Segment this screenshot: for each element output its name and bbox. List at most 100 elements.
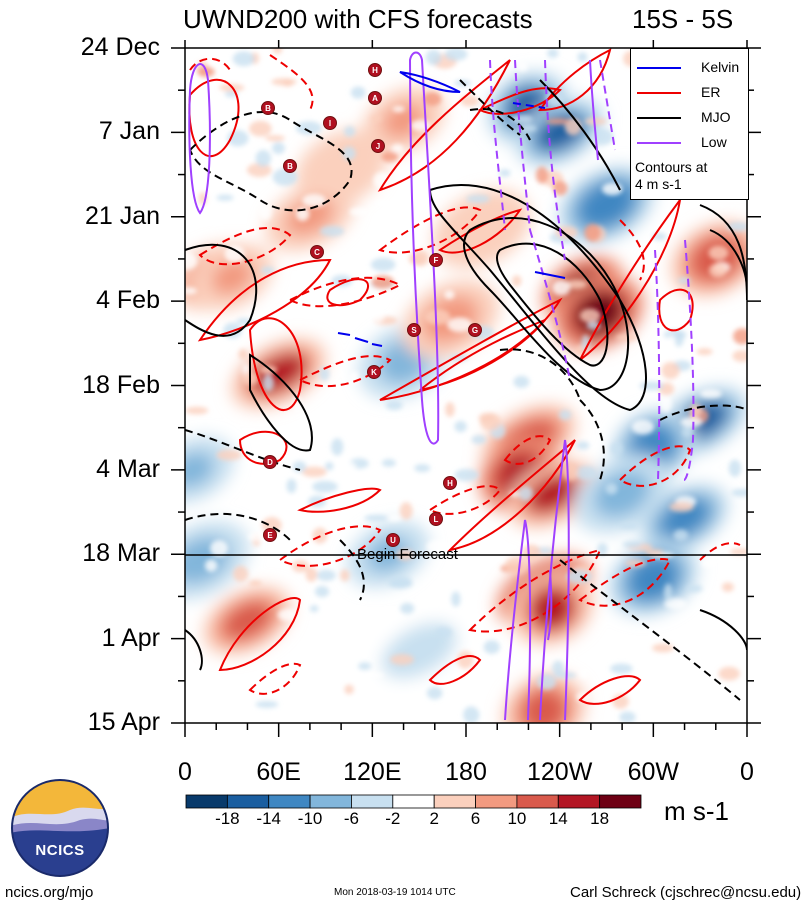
x-tick-label: 120E	[343, 758, 402, 786]
legend-swatch-er	[637, 92, 681, 94]
legend: Kelvin ER MJO Low Contours at 4 m s-1	[630, 48, 749, 200]
anomaly-speckle-cell	[731, 488, 747, 497]
colorbar-swatch	[226, 794, 270, 809]
anomaly-speckle-cell	[272, 48, 283, 55]
anomaly-speckle-cell	[509, 114, 533, 124]
anomaly-speckle-cell	[349, 370, 359, 385]
anomaly-speckle-cell	[689, 403, 702, 417]
anomaly-speckle-cell	[373, 483, 396, 501]
anomaly-speckle-cell	[460, 95, 479, 107]
anomaly-speckle-cell	[609, 442, 623, 455]
storm-marker: K	[367, 365, 381, 379]
anomaly-speckle-cell	[444, 289, 455, 300]
anomaly-speckle-cell	[381, 459, 397, 467]
begin-forecast-label: Begin Forecast	[357, 546, 458, 563]
anomaly-speckle-cell	[316, 569, 336, 581]
anomaly-speckle-cell	[309, 605, 319, 613]
storm-marker: E	[263, 528, 277, 542]
y-tick-label: 15 Apr	[87, 708, 160, 736]
anomaly-speckle-cell	[325, 461, 334, 471]
x-tick-label: 60W	[627, 758, 680, 786]
anomaly-speckle-cell	[445, 402, 455, 417]
colorbar-swatch	[516, 794, 559, 809]
colorbar-tick-label: 14	[548, 809, 568, 828]
legend-item-kelvin: Kelvin	[631, 57, 748, 79]
anomaly-speckle-cell	[390, 654, 414, 666]
anomaly-speckle-cell	[546, 118, 571, 125]
storm-marker-label: U	[390, 536, 396, 545]
anomaly-speckle-cell	[366, 432, 391, 446]
anomaly-speckle-cell	[185, 252, 198, 271]
x-tick-label: 180	[445, 758, 487, 786]
legend-item-low: Low	[631, 132, 748, 154]
anomaly-speckle-cell	[669, 501, 694, 512]
anomaly-speckle-cell	[216, 194, 234, 201]
anomaly-speckle-cell	[649, 347, 663, 357]
anomaly-speckle-cell	[661, 361, 680, 380]
anomaly-speckle-cell	[259, 203, 272, 221]
colorbar-tick-label: -14	[256, 809, 281, 828]
anomaly-speckle-cell	[423, 92, 442, 106]
y-tick-label: 1 Apr	[101, 623, 160, 652]
storm-marker-label: A	[372, 94, 378, 103]
x-tick-label: 60E	[256, 758, 301, 786]
storm-marker: D	[263, 455, 277, 469]
anomaly-speckle-cell	[392, 106, 405, 113]
anomaly-speckle-cell	[255, 701, 279, 708]
anomaly-speckle-cell	[295, 121, 322, 135]
anomaly-speckle-cell	[696, 348, 713, 356]
anomaly-speckle-cell	[271, 142, 285, 155]
anomaly-speckle-cell	[310, 409, 322, 425]
anomaly-speckle-cell	[364, 514, 389, 522]
anomaly-speckle-cell	[552, 180, 568, 196]
filter-contours	[185, 48, 747, 721]
anomaly-speckle-cell	[729, 548, 747, 555]
storm-markers: H B A I J B C F S G K D H L E U	[261, 63, 482, 547]
colorbar-swatch	[185, 794, 228, 809]
anomaly-speckle-cell	[522, 544, 541, 562]
storm-marker-label: K	[371, 368, 377, 377]
storm-marker: A	[368, 91, 382, 105]
anomaly-speckle-cell	[563, 463, 579, 481]
anomaly-speckle-cell	[192, 380, 211, 387]
anomaly-speckle-cell	[535, 166, 549, 184]
legend-label-kelvin: Kelvin	[701, 59, 740, 75]
anomaly-speckle-cell	[566, 569, 593, 584]
storm-marker: B	[261, 101, 275, 115]
anomaly-speckle-cell	[489, 59, 504, 69]
anomaly-speckle-cell	[185, 287, 197, 295]
colorbar-swatch	[557, 794, 601, 809]
anomaly-speckle-cell	[388, 579, 413, 589]
anomaly-speckle-cell	[424, 309, 451, 325]
storm-marker-label: C	[314, 248, 320, 257]
anomaly-speckle-cell	[385, 400, 403, 410]
anomaly-speckle-cell	[318, 316, 333, 323]
anomaly-speckle-cell	[282, 79, 293, 87]
anomaly-blob	[515, 97, 605, 168]
anomaly-speckle-cell	[733, 328, 747, 345]
anomaly-speckle-cell	[711, 585, 722, 595]
anomaly-speckle-cell	[663, 583, 673, 602]
anomaly-speckle-cell	[667, 335, 676, 345]
anomaly-speckle-cell	[479, 412, 502, 431]
anomaly-speckle-cell	[249, 120, 272, 137]
colorbar-tick-label: -6	[343, 809, 360, 828]
anomaly-speckle-cell	[732, 350, 747, 362]
colorbar-tick-label: 10	[507, 809, 527, 828]
storm-marker-label: B	[287, 162, 293, 171]
anomaly-speckle-cell	[342, 146, 356, 161]
storm-marker-label: I	[329, 119, 331, 128]
anomaly-speckle-cell	[293, 395, 302, 413]
anomaly-speckle-cell	[631, 419, 655, 435]
anomaly-speckle-cell	[370, 257, 396, 272]
anomaly-speckle-cell	[225, 73, 246, 88]
anomaly-speckle-cell	[619, 711, 636, 723]
legend-label-mjo: MJO	[701, 109, 731, 125]
anomaly-speckle-cell	[444, 48, 468, 61]
colorbar-swatch	[351, 794, 394, 809]
anomaly-speckle-cell	[699, 388, 722, 399]
anomaly-speckle-cell	[390, 207, 416, 226]
anomaly-speckle-cell	[520, 124, 537, 132]
legend-swatch-low	[637, 142, 681, 144]
anomaly-speckle-cell	[286, 478, 297, 494]
